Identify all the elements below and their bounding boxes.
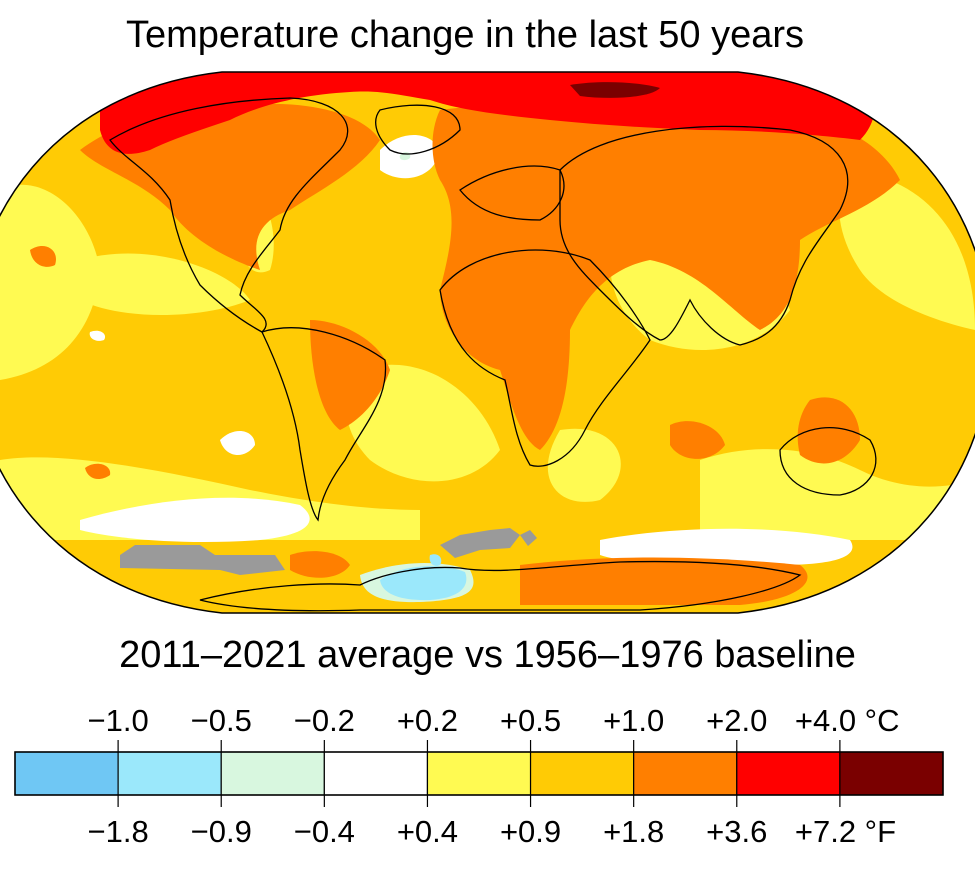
legend-tick-label: +7.2 °F: [795, 814, 896, 849]
legend-tick-label: −0.2: [294, 703, 355, 738]
legend-tick-label: −1.0: [88, 703, 149, 738]
map-fill-layer: [0, 72, 975, 613]
legend-tick-label: +0.5: [500, 703, 561, 738]
map-subtitle: 2011–2021 average vs 1956–1976 baseline: [119, 634, 856, 676]
cooling-zones: [380, 554, 467, 601]
map-border: [0, 71, 975, 614]
legend-tick-label: −0.9: [191, 814, 252, 849]
legend-bin: [426, 751, 532, 796]
legend-bin: [839, 751, 944, 796]
legend-tick-label: +0.4: [397, 814, 458, 849]
australia-outline: [779, 427, 877, 496]
legend-bin: [220, 751, 325, 796]
legend-tick-label: +0.2: [397, 703, 458, 738]
europe-outline: [459, 165, 565, 221]
legend-tick-label: −0.4: [294, 814, 355, 849]
neutral-zones: [80, 135, 853, 567]
max-warming-zone: [570, 82, 660, 98]
legend-tick-label: +2.0: [706, 703, 767, 738]
color-scale-legend: −1.0 −0.5 −0.2 +0.2 +0.5 +1.0 +2.0 +4.0 °C −1.8…: [14, 703, 944, 849]
antarctica-outline: [199, 560, 802, 612]
legend-tick-label: +0.9: [500, 814, 561, 849]
fahrenheit-tick-labels: −1.8 −0.9 −0.4 +0.4 +0.9 +1.8 +3.6 +7.2 °F: [88, 795, 896, 849]
legend-color-bins: [14, 751, 944, 796]
asia-outline: [559, 125, 849, 346]
legend-tick-label: +4.0 °C: [795, 703, 900, 738]
legend-bin: [117, 751, 222, 796]
legend-frame: [14, 751, 944, 796]
legend-bin: [529, 751, 635, 796]
south-america-outline: [261, 327, 387, 522]
world-temperature-map: [0, 71, 975, 614]
legend-tick-label: −1.8: [88, 814, 149, 849]
continent-outlines: [109, 97, 877, 612]
map-title: Temperature change in the last 50 years: [125, 14, 805, 56]
legend-bin: [14, 751, 119, 796]
legend-bin: [736, 751, 841, 796]
north-america-outline: [109, 97, 349, 333]
legend-bin: [323, 751, 429, 796]
no-data-zones: [120, 528, 537, 575]
extreme-warming-zones: [100, 72, 875, 154]
legend-tick-label: −0.5: [191, 703, 252, 738]
legend-tick-label: +1.0: [603, 703, 664, 738]
greenland-outline: [375, 104, 461, 155]
celsius-tick-labels: −1.0 −0.5 −0.2 +0.2 +0.5 +1.0 +2.0 +4.0 °C: [88, 703, 900, 752]
legend-tick-label: +3.6: [706, 814, 767, 849]
legend-tick-label: +1.8: [603, 814, 664, 849]
legend-bin: [633, 751, 738, 796]
